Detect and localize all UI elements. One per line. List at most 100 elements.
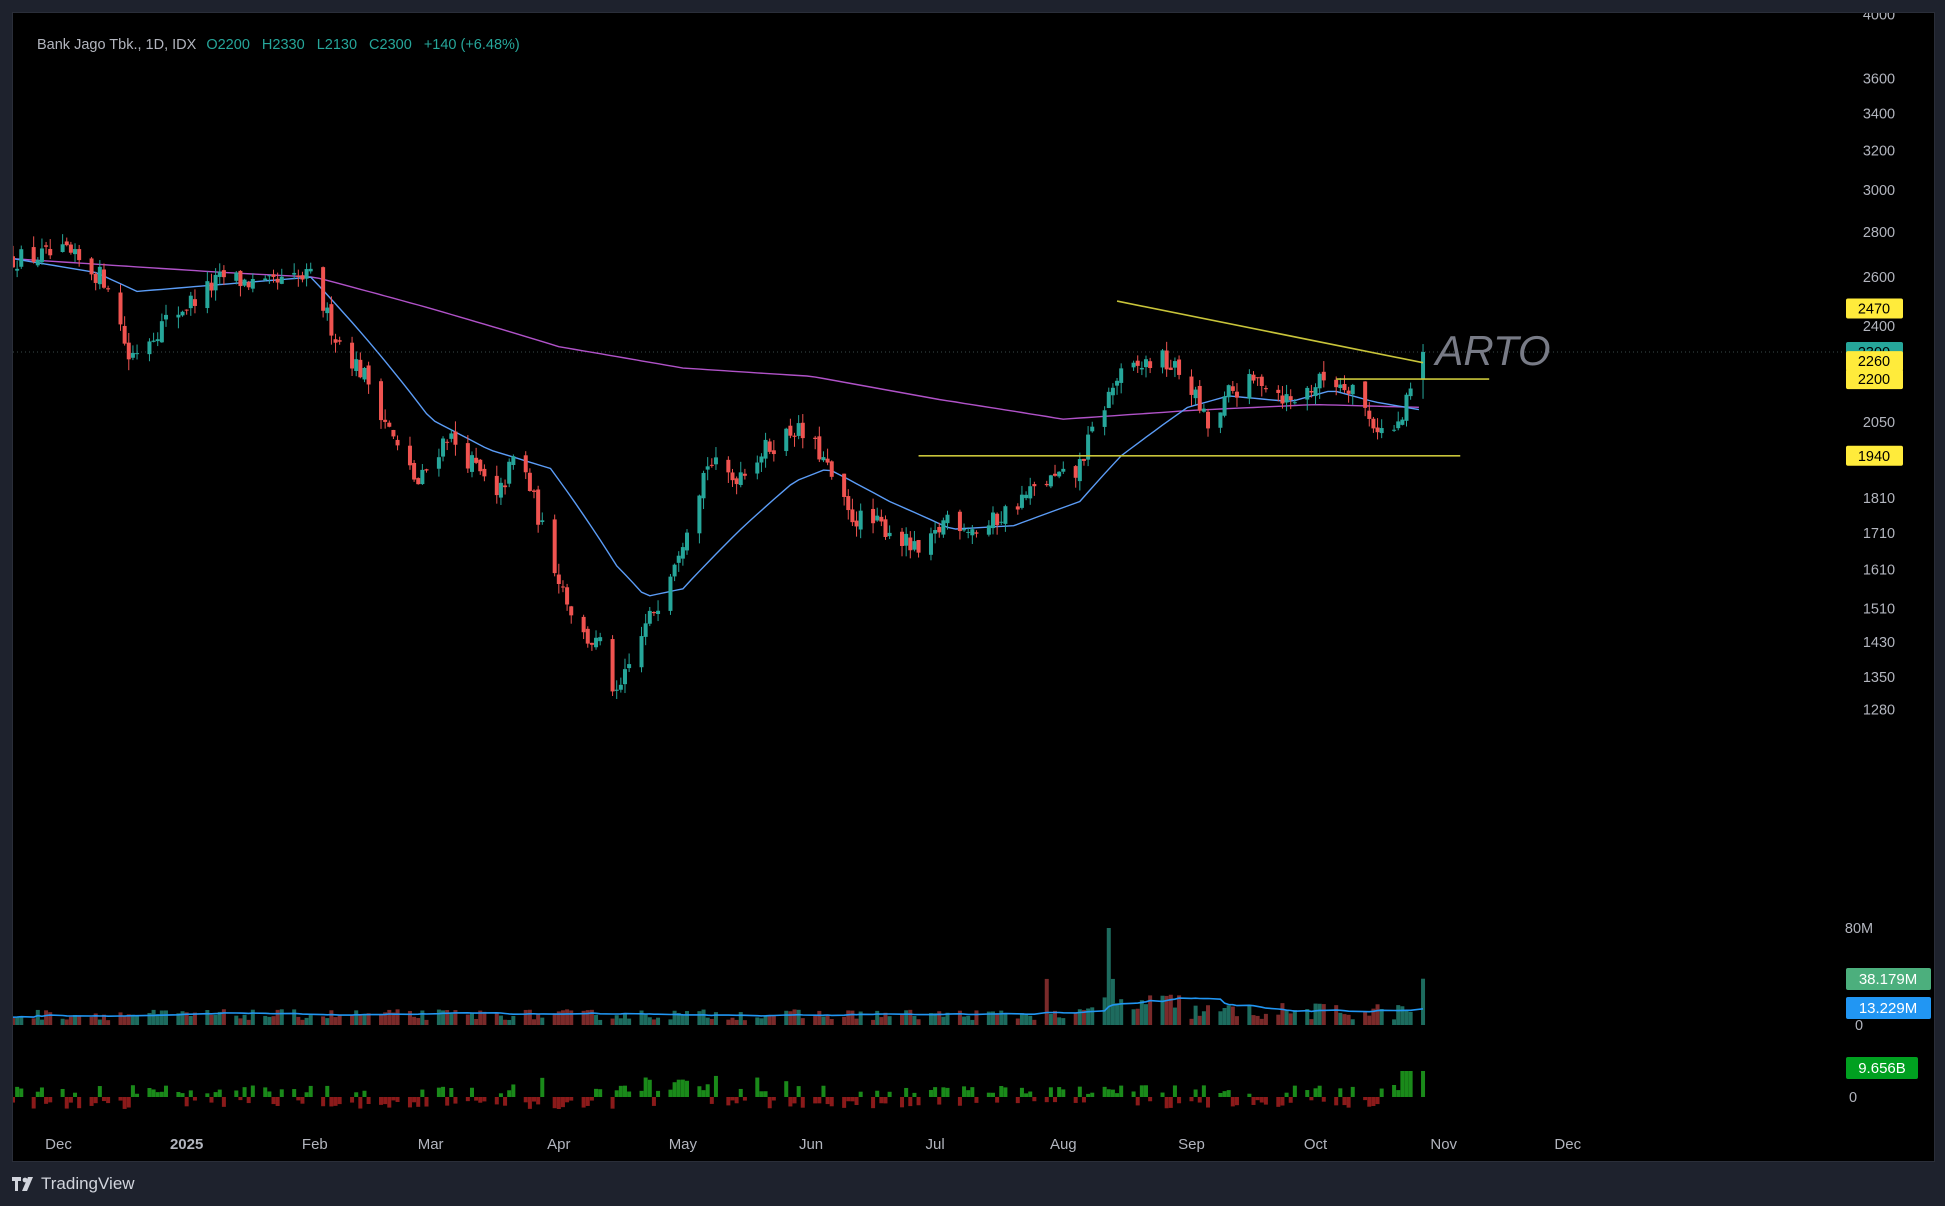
volume-bar bbox=[540, 1017, 545, 1025]
indicator-bar bbox=[1201, 1085, 1206, 1097]
indicator-bar bbox=[589, 1097, 594, 1101]
indicator-bar bbox=[122, 1097, 127, 1109]
volume-bar bbox=[1044, 978, 1049, 1025]
time-axis-tick-label: Jul bbox=[926, 1136, 945, 1153]
volume-bar bbox=[1342, 1014, 1347, 1025]
volume-bar bbox=[875, 1010, 880, 1025]
candle-body bbox=[1280, 395, 1285, 404]
candle-body bbox=[101, 269, 106, 288]
volume-bar bbox=[147, 1012, 152, 1025]
candle-body bbox=[333, 339, 338, 343]
candle-body bbox=[159, 321, 164, 343]
indicator-bar bbox=[354, 1092, 359, 1097]
candle-body bbox=[1164, 350, 1169, 370]
indicator-bar bbox=[1090, 1092, 1095, 1097]
indicator-bar bbox=[416, 1097, 421, 1107]
footer-branding[interactable]: TradingView bbox=[12, 1170, 135, 1198]
volume-bar bbox=[1263, 1013, 1268, 1025]
time-axis-tick-label: Dec bbox=[45, 1136, 72, 1153]
candle-body bbox=[966, 531, 971, 533]
volume-bar bbox=[813, 1014, 818, 1025]
volume-bar bbox=[362, 1014, 367, 1025]
indicator-bar bbox=[1024, 1093, 1029, 1097]
legend-symbol-name[interactable]: Bank Jago Tbk., 1D, IDX bbox=[37, 37, 197, 53]
price-axis-tick-label: 3200 bbox=[1863, 144, 1895, 160]
candle-body bbox=[767, 441, 772, 452]
indicator-bar bbox=[643, 1077, 648, 1097]
indicator-bar bbox=[242, 1087, 247, 1097]
indicator-bar bbox=[44, 1097, 49, 1104]
candle-body bbox=[1172, 361, 1177, 368]
indicator-bar bbox=[581, 1097, 586, 1108]
candle-body bbox=[858, 510, 863, 530]
chart-panel[interactable]: ARTO 4000 3600 3400 3200 3000 2800 2600 2400 2050… bbox=[12, 12, 1935, 1162]
volume-bar bbox=[445, 1010, 450, 1025]
candle-body bbox=[1160, 350, 1165, 368]
candle-body bbox=[1342, 383, 1347, 391]
candle-body bbox=[1081, 458, 1086, 461]
volume-bar bbox=[395, 1009, 400, 1025]
price-axis-tick-label: 1810 bbox=[1863, 491, 1895, 507]
indicator-bar bbox=[1168, 1097, 1173, 1108]
indicator-bar bbox=[1077, 1086, 1082, 1097]
volume-bar bbox=[296, 1016, 301, 1025]
volume-bar bbox=[1230, 1006, 1235, 1025]
volume-bar bbox=[1408, 1011, 1413, 1025]
volume-bar bbox=[697, 1011, 702, 1025]
volume-bar bbox=[184, 1012, 189, 1025]
indicator-bar bbox=[974, 1097, 979, 1103]
indicator-bar bbox=[77, 1097, 82, 1109]
volume-bar bbox=[1032, 1019, 1037, 1025]
volume-bar bbox=[1288, 1013, 1293, 1025]
volume-bar bbox=[333, 1017, 338, 1025]
indicator-bar bbox=[221, 1097, 226, 1107]
candle-body bbox=[1090, 426, 1095, 432]
indicator-bar bbox=[329, 1097, 334, 1107]
volume-bar bbox=[292, 1009, 297, 1025]
candle-body bbox=[494, 475, 499, 496]
indicator-bar bbox=[1143, 1085, 1148, 1097]
indicator-bar bbox=[900, 1097, 905, 1108]
volume-bar bbox=[77, 1015, 82, 1025]
indicator-bar bbox=[622, 1085, 627, 1097]
candle-body bbox=[680, 547, 685, 559]
volume-bar bbox=[1321, 1004, 1326, 1025]
volume-bar bbox=[1226, 1005, 1231, 1025]
indicator-bar bbox=[995, 1097, 1000, 1103]
candle-body bbox=[1168, 367, 1173, 370]
candle-body bbox=[498, 482, 503, 498]
price-axis-tick-label: 2400 bbox=[1863, 319, 1895, 335]
indicator-bar bbox=[482, 1097, 487, 1102]
volume-bar bbox=[1350, 1019, 1355, 1025]
candle-body bbox=[1024, 494, 1029, 499]
indicator-bar bbox=[106, 1097, 111, 1104]
volume-bar bbox=[1292, 1010, 1297, 1025]
volume-label-text: 13.229M bbox=[1859, 1000, 1917, 1017]
volume-bar bbox=[192, 1012, 197, 1025]
volume-bar bbox=[366, 1013, 371, 1025]
candle-body bbox=[1143, 359, 1148, 368]
indicator-bar bbox=[933, 1087, 938, 1097]
indicator-bar bbox=[879, 1097, 884, 1104]
candle-body bbox=[209, 282, 214, 291]
indicator-bar bbox=[842, 1097, 847, 1108]
indicator-bar bbox=[1086, 1093, 1091, 1097]
indicator-bar bbox=[304, 1092, 309, 1097]
indicator-bar bbox=[875, 1090, 880, 1097]
indicator-bar bbox=[1313, 1088, 1318, 1097]
indicator-bar bbox=[1392, 1085, 1397, 1097]
volume-bar bbox=[449, 1013, 454, 1025]
price-chart[interactable]: ARTO 4000 3600 3400 3200 3000 2800 2600 2400 2050… bbox=[13, 13, 1934, 1161]
candle-body bbox=[292, 272, 297, 275]
indicator-bar bbox=[676, 1079, 681, 1097]
volume-bar bbox=[527, 1009, 532, 1025]
indicator-bar bbox=[1400, 1071, 1405, 1097]
candle-body bbox=[48, 248, 53, 256]
candle-body bbox=[250, 279, 255, 289]
volume-bar bbox=[1338, 1012, 1343, 1025]
volume-bar bbox=[594, 1014, 599, 1025]
indicator-bar bbox=[1334, 1097, 1339, 1106]
volume-bar bbox=[656, 1017, 661, 1025]
price-axis-tick-label: 1610 bbox=[1863, 563, 1895, 579]
volume-bar bbox=[44, 1010, 49, 1025]
